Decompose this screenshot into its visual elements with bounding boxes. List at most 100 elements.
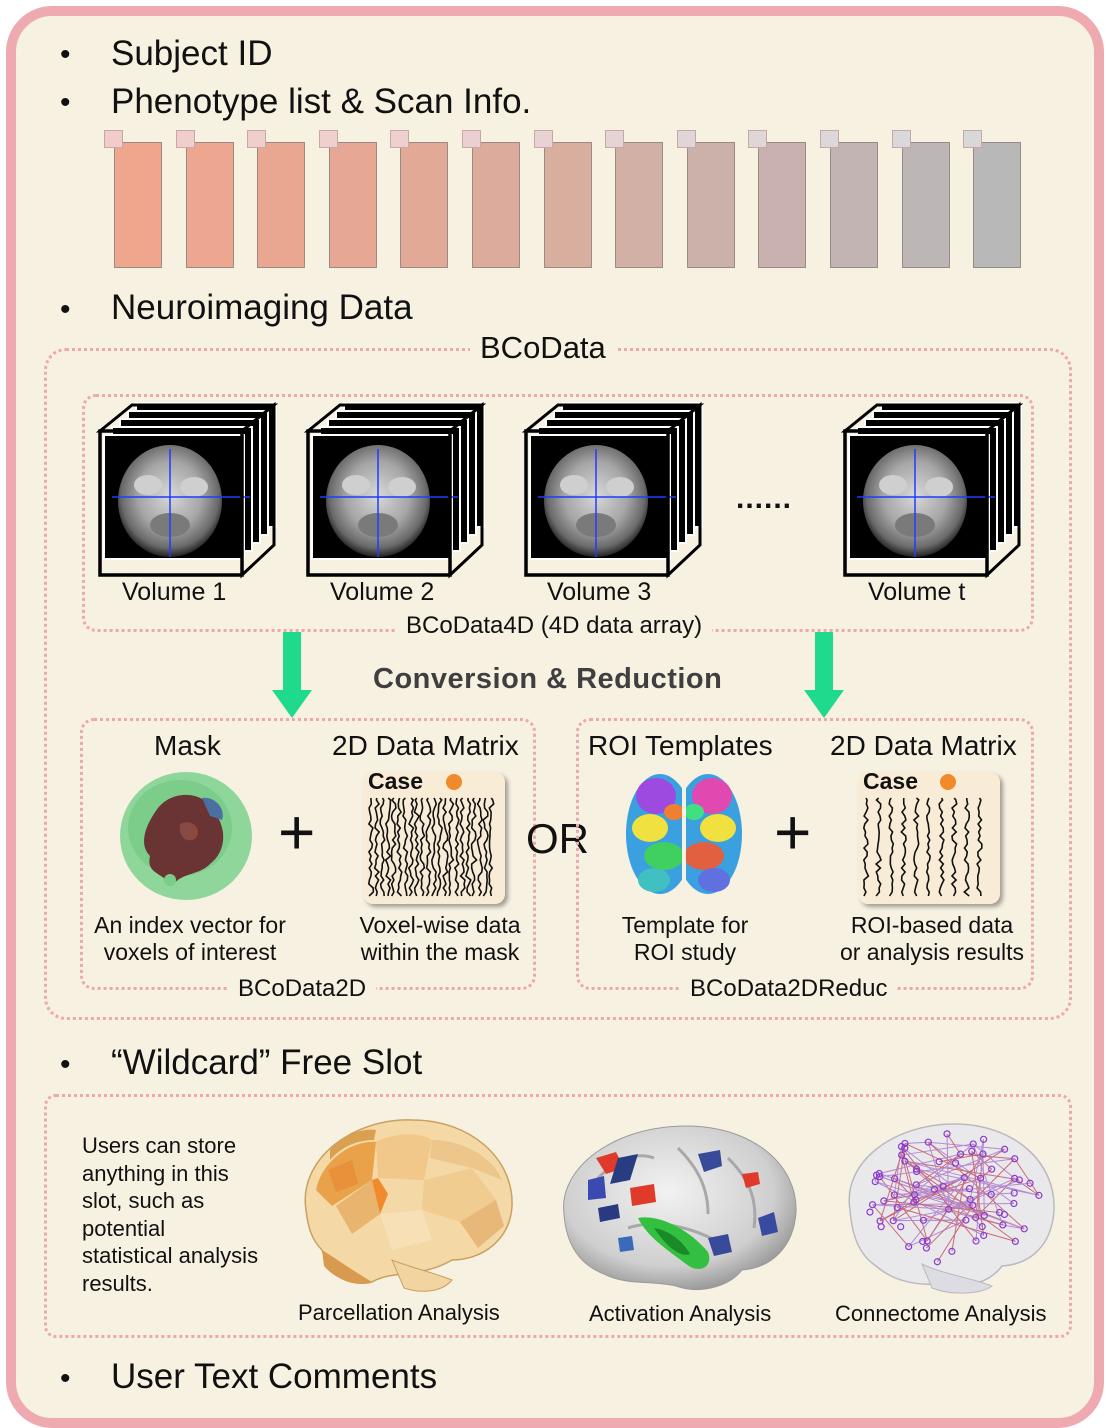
matrix-trace [407, 797, 415, 897]
connectome-label: Connectome Analysis [835, 1301, 1047, 1326]
connectome-node [930, 1185, 939, 1193]
activation-label: Activation Analysis [589, 1301, 772, 1326]
matrix-trace [888, 797, 895, 897]
matrix-trace [476, 797, 484, 897]
connectome-edge [875, 1181, 984, 1236]
parcellation-label: Parcellation Analysis [298, 1300, 500, 1325]
connectome-edge [893, 1146, 902, 1196]
neuroimaging-label: Neuroimaging Data [111, 288, 413, 327]
connectome-edge [879, 1143, 906, 1222]
connectome-node [919, 1237, 927, 1246]
connectome-node [969, 1201, 977, 1209]
connectome-edge [971, 1151, 985, 1236]
connectome-node [1020, 1225, 1028, 1233]
roi-matrix-lines [862, 797, 983, 897]
matrix-trace [431, 797, 438, 897]
comments-label: User Text Comments [111, 1357, 438, 1396]
roi-description: Template for ROI study [621, 912, 749, 965]
mask-description: An index vector for voxels of interest [94, 912, 286, 965]
connectome-node [912, 1196, 920, 1204]
roi-brain-image [626, 774, 742, 894]
matrix-trace [402, 797, 409, 897]
mask-image [120, 772, 252, 900]
subject-id-label: Subject ID [111, 34, 273, 73]
matrix-trace [874, 797, 882, 897]
connectome-edge [904, 1143, 981, 1179]
bullet-dot: • [60, 86, 71, 119]
phenotype-label: Phenotype list & Scan Info. [111, 82, 532, 121]
connectome-node [965, 1185, 974, 1193]
connectome-edge [904, 1160, 1040, 1196]
connectome-node [956, 1150, 965, 1158]
phenotype-tab [676, 130, 696, 148]
matrix-trace [436, 797, 443, 897]
connectome-edge [916, 1148, 1005, 1186]
connectome-node [968, 1147, 976, 1155]
connectome-node [897, 1223, 905, 1231]
matrix-trace [453, 797, 460, 897]
connectome-node [913, 1167, 921, 1176]
connectome-node [966, 1195, 974, 1204]
case-tag-2d: Case [368, 768, 423, 794]
phenotype-bar [328, 142, 377, 268]
connectome-edge [948, 1208, 1003, 1226]
connectome-edge [904, 1160, 971, 1200]
connectome-node [910, 1191, 919, 1199]
roi-matrix [858, 772, 1000, 904]
connectome-node [979, 1150, 987, 1158]
connectome-edge [901, 1146, 977, 1242]
matrix-trace [488, 797, 495, 897]
voxel-description: Voxel-wise data within the mask [359, 912, 521, 965]
connectome-node [897, 1142, 906, 1151]
matrix-trace [912, 797, 920, 897]
connectome-node [898, 1151, 906, 1159]
voxel-matrix-lines [367, 797, 495, 897]
matrix-trace [963, 798, 971, 897]
connectome-node [871, 1177, 879, 1186]
connectome-node [948, 1247, 956, 1255]
connectome-edge [872, 1204, 910, 1247]
connectome-node [893, 1203, 901, 1212]
orange-dot-reduc [940, 774, 956, 790]
connectome-node [933, 1258, 941, 1266]
plus-sign: + [278, 796, 316, 868]
phenotype-bar [543, 142, 592, 268]
matrix-header-reduc: 2D Data Matrix [830, 730, 1017, 761]
connectome-node [922, 1244, 931, 1252]
connectome-edge [893, 1148, 1005, 1222]
connectome-edge [916, 1168, 1039, 1196]
connectome-node [969, 1140, 977, 1148]
matrix-trace [459, 797, 466, 897]
orange-dot-2d [446, 774, 462, 790]
roi-data-description: ROI-based data or analysis results [839, 912, 1025, 965]
connectome-node [919, 1216, 928, 1224]
connectome-node [962, 1216, 970, 1224]
phenotype-bar [901, 142, 950, 268]
plus-sign-reduc: + [774, 796, 812, 868]
connectome-node [944, 1205, 953, 1213]
phenotype-tab [318, 130, 338, 148]
connectome-node [980, 1231, 988, 1240]
phenotype-bar [472, 142, 520, 268]
matrix-trace [413, 797, 421, 897]
bullet-dot: • [60, 1048, 71, 1081]
connectome-node [980, 1211, 988, 1220]
phenotype-tab [963, 130, 983, 148]
matrix-trace [950, 797, 958, 897]
connectome-node [866, 1208, 874, 1216]
connectome-node [988, 1165, 996, 1173]
phenotype-tab [175, 130, 195, 148]
connectome-edge [893, 1204, 973, 1222]
connectome-node [923, 1237, 931, 1245]
matrix-trace [373, 797, 381, 897]
wildcard-box [44, 1094, 1072, 1338]
bcodata-title: BCoData [470, 332, 616, 363]
phenotype-tab [533, 130, 553, 148]
connectome-brain-image [848, 1123, 1055, 1294]
matrix-trace [442, 797, 449, 897]
bullet-dot: • [60, 293, 71, 326]
bcodata2dreduc-caption: BCoData2DReduc [680, 977, 898, 1001]
phenotype-bar [114, 142, 162, 268]
phenotype-bar [973, 142, 1022, 268]
matrix-trace [900, 797, 907, 897]
